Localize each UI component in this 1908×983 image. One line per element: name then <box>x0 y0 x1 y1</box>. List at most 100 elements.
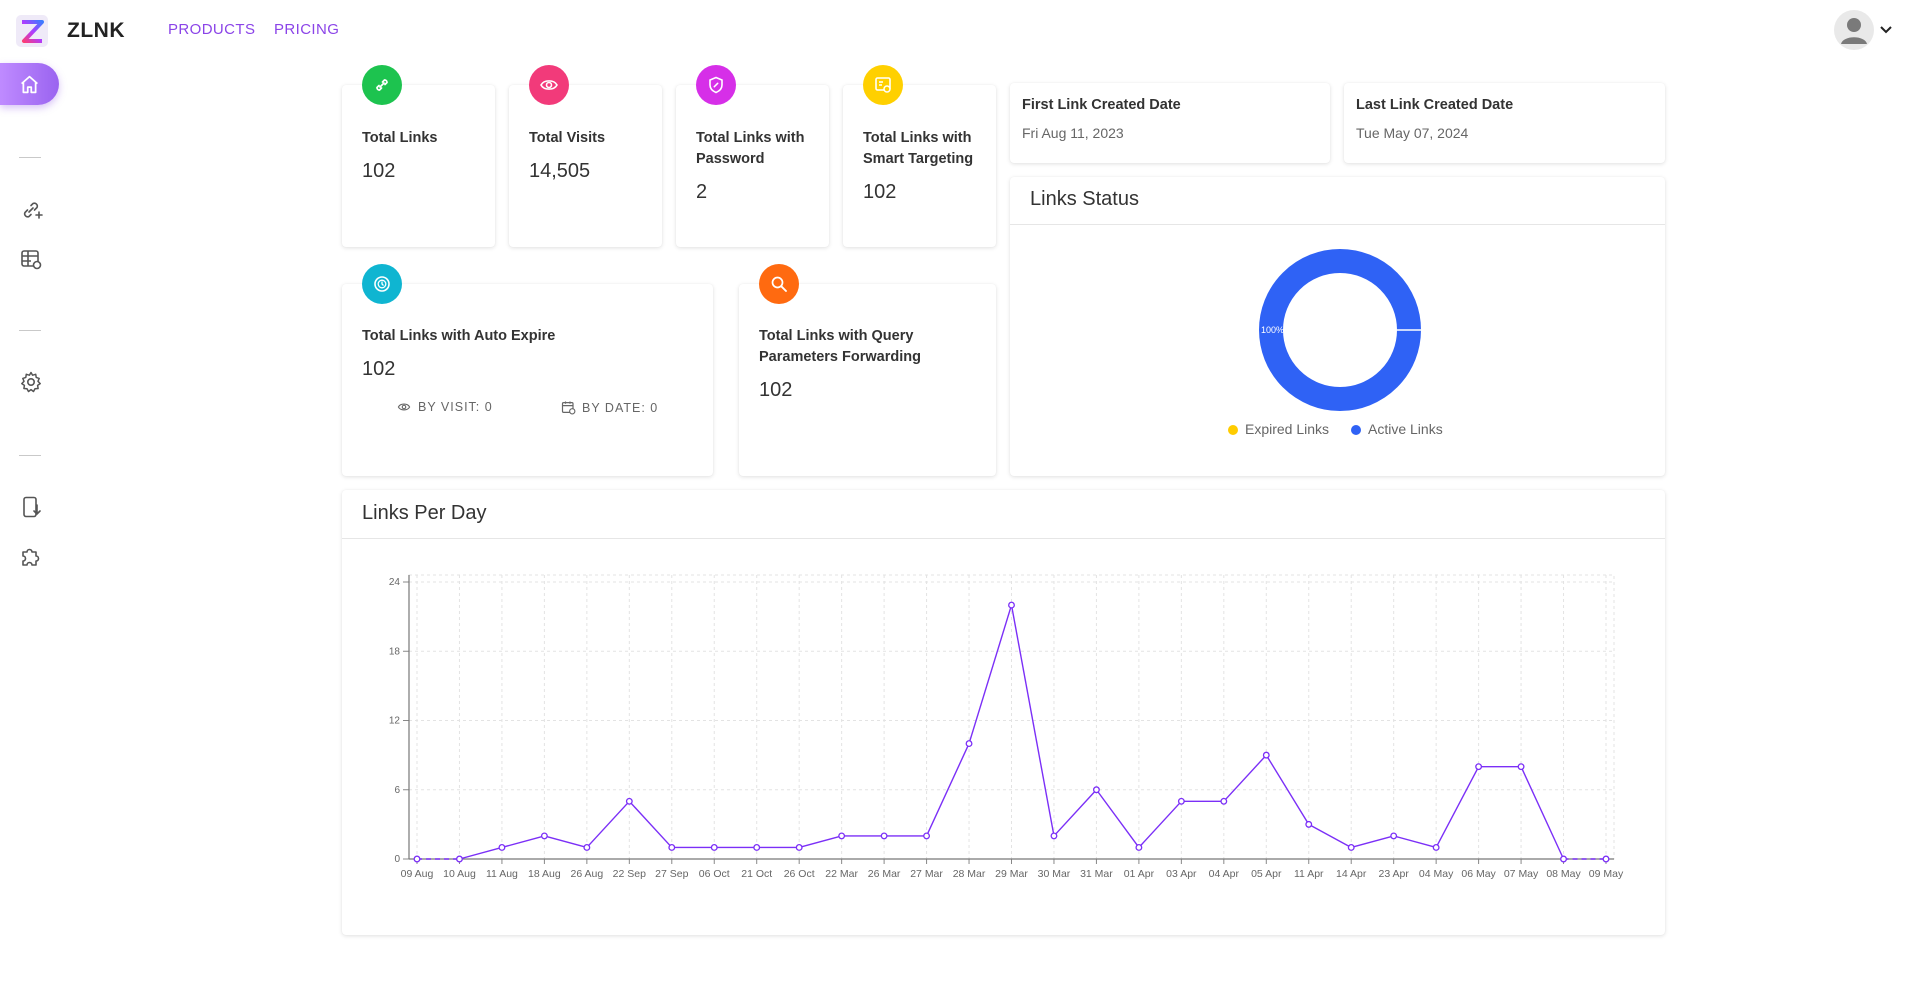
brand-name[interactable]: ZLNK <box>67 19 125 42</box>
data-point <box>1135 844 1143 851</box>
series-line-segment <box>1520 766 1565 860</box>
series-line-segment <box>1308 823 1352 849</box>
data-point <box>1390 832 1398 840</box>
x-tick-label: 22 Sep <box>613 868 646 880</box>
total-links-label: Total Links <box>362 130 438 146</box>
data-point <box>1602 855 1610 863</box>
shield-link-icon <box>709 76 723 94</box>
panel-divider <box>342 538 1665 539</box>
x-tick-label: 08 May <box>1546 868 1581 880</box>
data-point <box>965 740 973 748</box>
series-line-segment <box>1223 754 1267 802</box>
first-link-date-value: Fri Aug 11, 2023 <box>1022 125 1124 141</box>
legend-dot <box>1228 425 1238 435</box>
data-point <box>583 844 591 851</box>
series-line-segment <box>1435 766 1480 848</box>
smart-targeting-badge <box>863 65 903 105</box>
links-status-title: Links Status <box>1030 188 1139 210</box>
total-visits-card <box>509 85 662 247</box>
nav-pricing[interactable]: PRICING <box>274 21 340 38</box>
data-point <box>540 832 548 840</box>
series-line-segment <box>925 743 970 837</box>
auto-expire-value: 102 <box>362 358 396 380</box>
series-line-segment <box>544 835 588 849</box>
avatar[interactable] <box>1834 10 1874 50</box>
data-point <box>1347 844 1355 851</box>
series-line-segment <box>501 835 545 849</box>
x-tick-label: 22 Mar <box>825 868 858 880</box>
series-line-segment <box>628 800 673 848</box>
by-date-text: BY DATE: 0 <box>582 401 659 415</box>
auto-expire-card <box>342 284 713 476</box>
x-tick-label: 06 May <box>1461 868 1496 880</box>
data-point <box>498 844 506 851</box>
gear-icon[interactable] <box>19 370 43 394</box>
data-point <box>456 855 463 863</box>
x-tick-label: 30 Mar <box>1038 868 1071 880</box>
chevron-down-icon[interactable] <box>1878 21 1894 37</box>
y-tick-label: 0 <box>394 854 400 865</box>
data-point <box>1305 820 1313 828</box>
x-tick-label: 01 Apr <box>1124 868 1155 880</box>
first-link-date-title: First Link Created Date <box>1022 97 1181 113</box>
table-link-icon[interactable] <box>19 247 43 271</box>
series-line-segment <box>1095 789 1140 848</box>
legend-label: Active Links <box>1368 421 1443 437</box>
search-icon <box>771 276 787 292</box>
data-point <box>710 844 718 851</box>
x-tick-label: 09 May <box>1589 868 1624 880</box>
data-point <box>1560 855 1567 863</box>
user-icon <box>1841 18 1867 44</box>
zlnk-logo-icon[interactable] <box>15 14 49 48</box>
legend-label: Expired Links <box>1245 421 1330 437</box>
sidebar-divider <box>19 330 41 331</box>
series-line-segment <box>1265 754 1310 825</box>
donut-slice-active-links <box>1259 249 1421 411</box>
eye-icon <box>540 80 558 90</box>
last-link-date-card <box>1344 83 1665 163</box>
x-tick-label: 27 Mar <box>910 868 943 880</box>
by-date-stat: BY DATE: 0 <box>561 400 658 415</box>
timer-icon <box>374 276 390 292</box>
data-point <box>838 832 846 840</box>
auto-expire-badge <box>362 264 402 304</box>
password-links-value: 2 <box>696 181 708 203</box>
data-point <box>923 832 931 840</box>
link-icon <box>376 79 388 91</box>
series-line-segment <box>1010 604 1055 837</box>
sidebar-divider <box>19 157 41 158</box>
links-per-day-title: Links Per Day <box>362 502 487 524</box>
x-tick-label: 29 Mar <box>995 868 1028 880</box>
series-line-segment <box>1053 789 1097 837</box>
series-line-segment <box>1393 835 1437 849</box>
x-tick-label: 18 Aug <box>528 868 561 880</box>
legend-expired-links[interactable]: Expired Links <box>1228 421 1329 437</box>
puzzle-icon[interactable] <box>19 544 43 568</box>
data-point <box>1177 797 1185 805</box>
total-links-value: 102 <box>362 160 396 182</box>
links-status-donut: 100% <box>1259 249 1421 411</box>
eye-icon <box>397 403 411 411</box>
links-per-day-card <box>342 490 1665 935</box>
data-point <box>1008 601 1015 609</box>
data-point <box>413 855 421 863</box>
y-tick-label: 24 <box>389 577 401 588</box>
legend-active-links[interactable]: Active Links <box>1351 421 1443 437</box>
auto-expire-label: Total Links with Auto Expire <box>362 328 556 344</box>
query-forwarding-card <box>739 284 996 476</box>
y-tick-label: 12 <box>389 716 401 727</box>
x-tick-label: 14 Apr <box>1336 868 1367 880</box>
series-line-segment <box>459 846 503 860</box>
x-tick-label: 11 Apr <box>1294 868 1324 880</box>
series-line-segment <box>586 800 630 848</box>
y-tick-label: 18 <box>389 646 401 657</box>
data-point <box>668 844 676 851</box>
sidebar-item-home[interactable] <box>0 63 59 105</box>
phone-download-icon[interactable] <box>19 495 43 519</box>
add-link-icon[interactable] <box>19 198 43 222</box>
data-point <box>1262 751 1270 759</box>
donut-slice-label: 100% <box>1261 325 1284 335</box>
nav-products[interactable]: PRODUCTS <box>168 21 256 38</box>
x-tick-label: 10 Aug <box>443 868 476 880</box>
y-tick-label: 6 <box>394 785 400 796</box>
